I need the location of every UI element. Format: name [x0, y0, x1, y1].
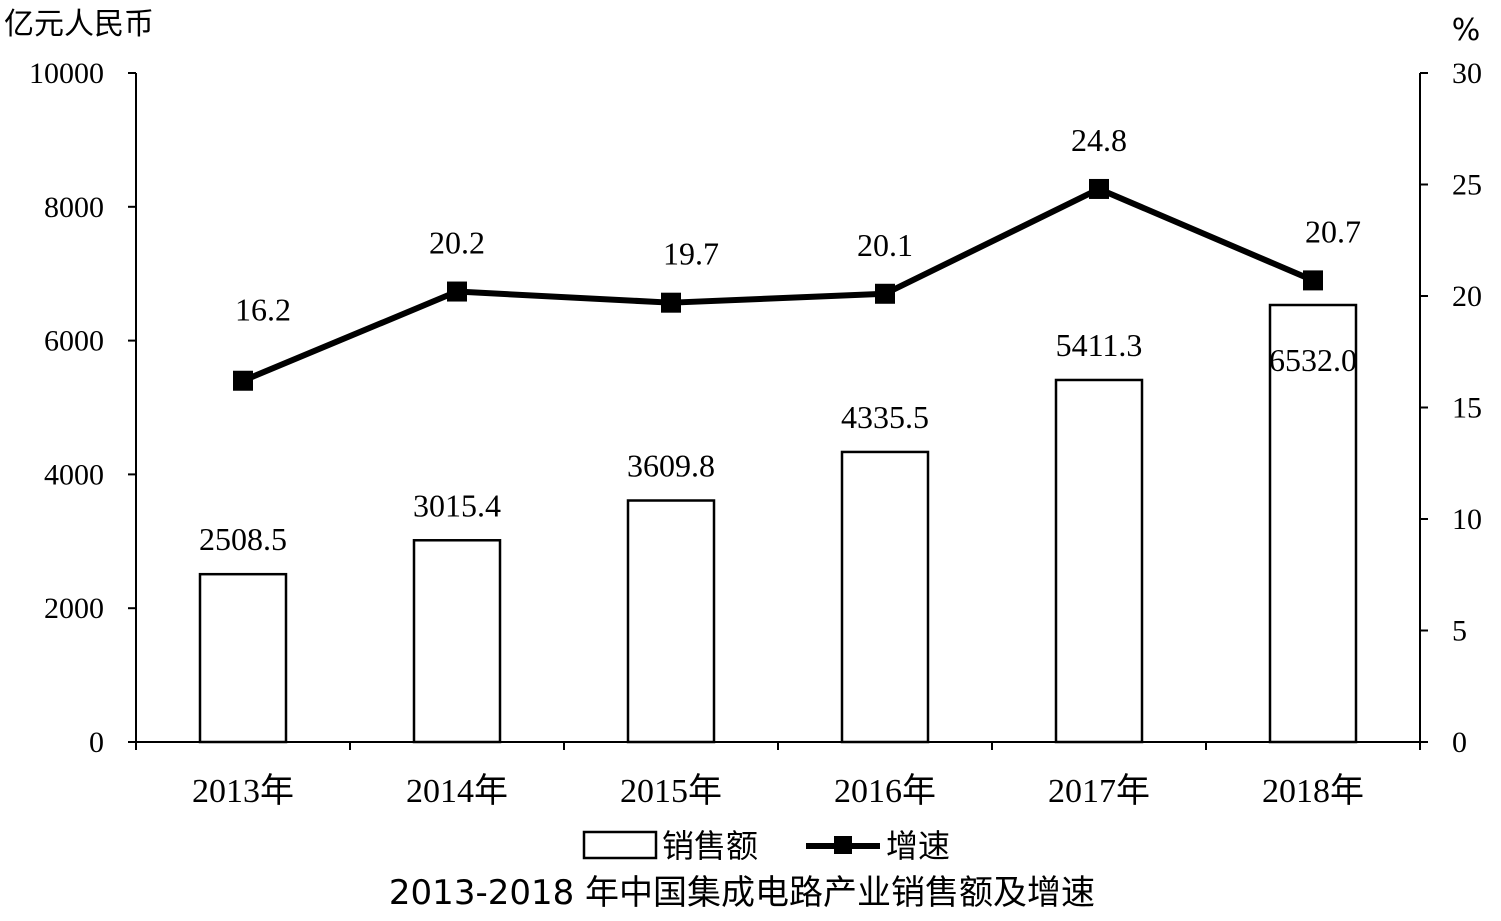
sales-value-label: 5411.3	[1056, 327, 1143, 363]
right-axis-unit-label: %	[1452, 13, 1481, 48]
sales-bar	[198, 572, 288, 744]
sales-bar	[840, 450, 930, 744]
right-tick-label: 15	[1452, 392, 1482, 425]
sales-value-label: 4335.5	[841, 399, 929, 435]
growth-point-marker	[1089, 178, 1109, 199]
growth-line-path	[241, 185, 1315, 384]
sales-bar	[1054, 378, 1144, 744]
left-tick-label: 6000	[44, 325, 104, 358]
right-tick-label: 0	[1452, 726, 1467, 759]
chart-title: 2013-2018 年中国集成电路产业销售额及增速	[389, 873, 1095, 913]
sales-bar	[1268, 303, 1358, 744]
axes: 0 2000 4000 6000 8000 10000 0 5 10 15 20 25 30 2013年 2…	[29, 57, 1482, 810]
growth-point-marker	[233, 370, 253, 391]
growth-value-label: 20.1	[857, 227, 913, 263]
growth-point-marker	[447, 281, 467, 302]
x-category-label: 2015年	[620, 772, 722, 810]
legend-line-marker	[834, 836, 852, 854]
sales-bar	[626, 499, 716, 744]
growth-value-label: 24.8	[1071, 122, 1127, 158]
right-tick-label: 25	[1452, 169, 1482, 202]
x-category-label: 2014年	[406, 772, 508, 810]
growth-value-label: 20.7	[1305, 213, 1361, 249]
sales-value-label: 3015.4	[413, 487, 501, 523]
growth-value-label: 16.2	[235, 292, 291, 328]
legend-bar-swatch	[582, 830, 658, 860]
left-tick-label: 4000	[44, 458, 104, 491]
growth-point-marker	[875, 283, 895, 304]
left-tick-label: 8000	[44, 191, 104, 224]
right-tick-label: 10	[1452, 503, 1482, 536]
right-tick-label: 20	[1452, 280, 1482, 313]
left-tick-label: 2000	[44, 592, 104, 625]
left-tick-label: 0	[89, 726, 104, 759]
x-category-label: 2013年	[192, 772, 294, 810]
x-category-label: 2018年	[1262, 772, 1364, 810]
x-category-label: 2016年	[834, 772, 936, 810]
growth-point-marker	[1303, 270, 1323, 291]
legend-line-label: 增速	[886, 827, 950, 865]
sales-value-label: 3609.8	[627, 448, 715, 484]
legend-bar-label: 销售额	[662, 827, 758, 865]
data-labels: 2508.5 3015.4 3609.8 4335.5 5411.3 6532.0 16.2…	[199, 122, 1361, 557]
right-tick-label: 5	[1452, 615, 1467, 648]
growth-point-marker	[661, 292, 681, 313]
left-axis-unit-label: 亿元人民币	[4, 7, 154, 42]
sales-value-label: 2508.5	[199, 521, 287, 557]
legend: 销售额 增速	[582, 827, 950, 865]
right-tick-label: 30	[1452, 57, 1482, 90]
left-tick-label: 10000	[29, 57, 104, 90]
growth-value-label: 19.7	[663, 236, 719, 272]
sales-value-label: 6532.0	[1269, 342, 1357, 378]
growth-value-label: 20.2	[429, 225, 485, 261]
x-category-label: 2017年	[1048, 772, 1150, 810]
growth-line	[233, 178, 1323, 391]
bars	[198, 303, 1358, 744]
sales-bar	[412, 539, 502, 744]
